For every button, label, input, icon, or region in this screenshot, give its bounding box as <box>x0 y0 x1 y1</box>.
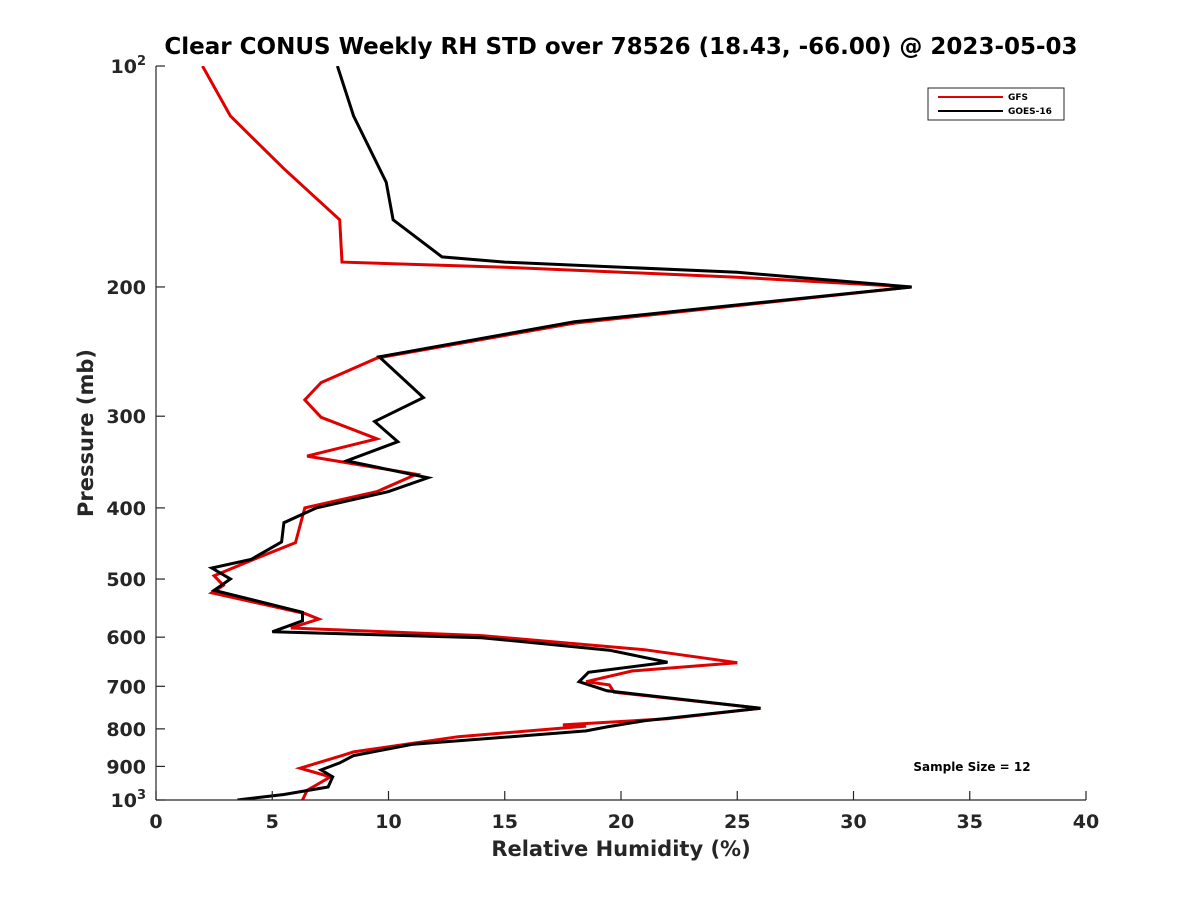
x-tick-label: 5 <box>266 811 279 833</box>
axes <box>155 66 1086 801</box>
y-tick-label: 102 <box>111 54 147 78</box>
y-tick-label: 900 <box>106 756 146 778</box>
series-line-gfs <box>201 66 912 800</box>
x-tick-label: 25 <box>724 811 750 833</box>
series-layer <box>201 66 912 800</box>
x-tick-label: 40 <box>1073 811 1099 833</box>
legend: GFS GOES-16 <box>927 87 1065 121</box>
x-tick-label: 20 <box>608 811 634 833</box>
y-tick-label: 103 <box>111 788 147 812</box>
y-ticks: 102 200 300 400 500 600 700 800 900 103 <box>106 54 165 812</box>
y-tick-label: 600 <box>106 627 146 649</box>
x-axis-label: Relative Humidity (%) <box>491 837 750 861</box>
legend-label-goes16: GOES-16 <box>1008 107 1052 117</box>
x-tick-label: 10 <box>375 811 401 833</box>
y-tick-label: 700 <box>106 676 146 698</box>
x-tick-label: 0 <box>149 811 162 833</box>
y-tick-label: 800 <box>106 719 146 741</box>
y-tick-label: 400 <box>106 498 146 520</box>
y-tick-label: 500 <box>106 569 146 591</box>
legend-label-gfs: GFS <box>1008 93 1028 103</box>
y-tick-label: 200 <box>106 277 146 299</box>
chart-title: Clear CONUS Weekly RH STD over 78526 (18… <box>164 34 1077 60</box>
x-tick-label: 30 <box>840 811 866 833</box>
sample-size-annotation: Sample Size = 12 <box>913 760 1030 774</box>
x-tick-label: 15 <box>492 811 518 833</box>
x-ticks: 0 5 10 15 20 25 30 35 40 <box>149 791 1099 833</box>
y-axis-label: Pressure (mb) <box>74 349 98 517</box>
x-tick-label: 35 <box>957 811 983 833</box>
series-line-goes-16 <box>207 66 912 800</box>
y-tick-label: 300 <box>106 406 146 428</box>
legend-box <box>927 87 1065 121</box>
